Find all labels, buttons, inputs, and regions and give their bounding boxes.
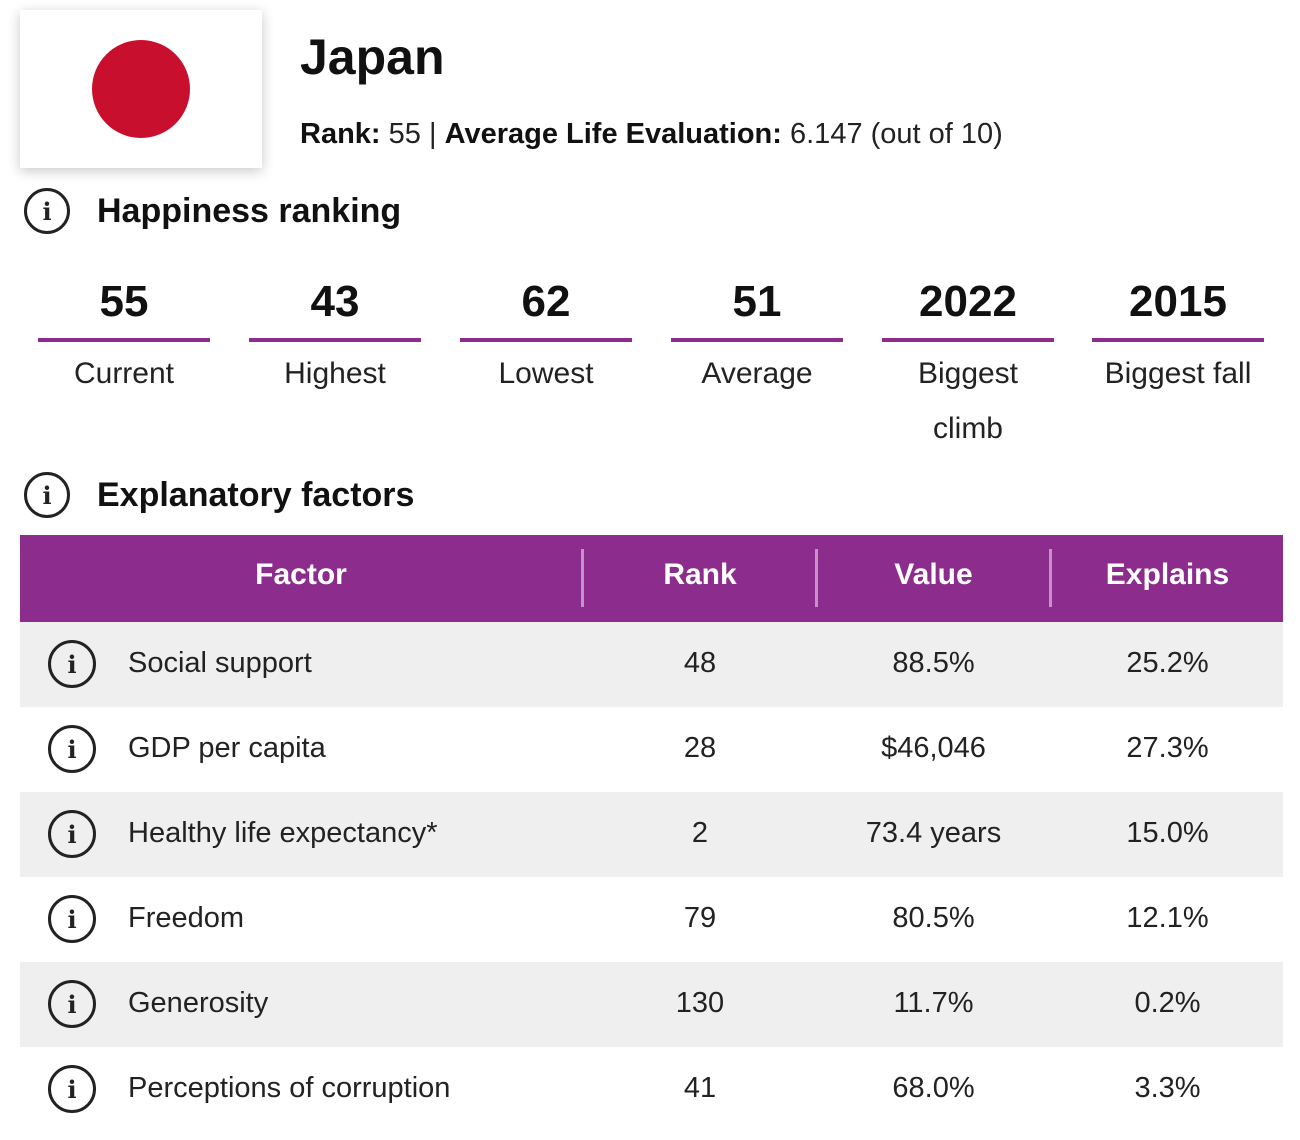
factor-rank: 79 [683, 902, 717, 934]
info-icon[interactable]: i [24, 188, 70, 234]
factor-value: 68.0% [892, 1072, 975, 1104]
factor-explains: 25.2% [1126, 647, 1209, 679]
info-icon[interactable]: i [24, 472, 70, 518]
explanatory-factors-header: i Explanatory factors [24, 472, 414, 518]
stat-lowest: 62 Lowest [460, 276, 632, 401]
column-header-rank: Rank [663, 558, 737, 591]
explanatory-factors-table: Factor Rank Value Explains i Social supp… [20, 535, 1283, 1132]
stat-divider [1092, 338, 1264, 342]
section-title-explanatory-factors: Explanatory factors [97, 475, 415, 514]
stat-biggest-climb: 2022 Biggest climb [882, 276, 1054, 456]
factor-explains: 27.3% [1126, 732, 1209, 764]
factor-rank: 28 [683, 732, 717, 764]
stat-value: 2015 [1129, 277, 1227, 326]
factor-value: $46,046 [881, 732, 986, 764]
column-header-explains: Explains [1105, 558, 1230, 591]
evaluation-label: Average Life Evaluation: [444, 118, 782, 150]
stat-label: Average [701, 357, 813, 390]
stat-label: Current [73, 357, 175, 390]
country-summary: Rank: 55 | Average Life Evaluation: 6.14… [300, 118, 1003, 151]
country-flag [20, 10, 262, 168]
section-title-happiness-ranking: Happiness ranking [97, 191, 402, 230]
stat-divider [460, 338, 632, 342]
factor-name: GDP per capita [128, 732, 326, 764]
factor-explains: 15.0% [1126, 817, 1209, 849]
table-row: i GDP per capita 28 $46,046 27.3% [20, 707, 1283, 792]
stat-value: 2022 [919, 277, 1017, 326]
stat-divider [882, 338, 1054, 342]
factor-name: Freedom [128, 902, 245, 934]
table-row: i Healthy life expectancy* 2 73.4 years … [20, 792, 1283, 877]
stat-value: 62 [521, 277, 571, 326]
info-icon[interactable]: i [48, 640, 96, 688]
stat-divider [671, 338, 843, 342]
factor-rank: 130 [675, 987, 725, 1019]
factor-name: Social support [128, 647, 312, 679]
factor-explains: 3.3% [1134, 1072, 1201, 1104]
column-divider [815, 549, 818, 607]
column-divider [581, 549, 584, 607]
stat-label: Highest [284, 357, 386, 390]
column-header-factor: Factor [255, 558, 347, 591]
stat-label: Biggest climb [917, 357, 1019, 445]
factor-rank: 41 [683, 1072, 717, 1104]
factor-name: Healthy life expectancy* [128, 817, 438, 849]
rank-label: Rank: [300, 118, 381, 150]
rank-value: 55 [388, 118, 421, 150]
evaluation-value: 6.147 [790, 118, 863, 150]
info-icon[interactable]: i [48, 725, 96, 773]
factor-explains: 12.1% [1126, 902, 1209, 934]
factor-value: 80.5% [892, 902, 975, 934]
column-header-value: Value [894, 558, 973, 591]
evaluation-scale: (out of 10) [870, 118, 1003, 150]
happiness-ranking-header: i Happiness ranking [24, 188, 401, 234]
column-divider [1049, 549, 1052, 607]
stat-highest: 43 Highest [249, 276, 421, 401]
factor-rank: 48 [683, 647, 717, 679]
flag-red-disc [92, 40, 190, 138]
stat-value: 51 [732, 277, 782, 326]
stat-label: Lowest [498, 357, 594, 390]
factor-rank: 2 [691, 817, 709, 849]
table-row: i Freedom 79 80.5% 12.1% [20, 877, 1283, 962]
table-row: i Social support 48 88.5% 25.2% [20, 622, 1283, 707]
stat-divider [38, 338, 210, 342]
stat-divider [249, 338, 421, 342]
table-row: i Generosity 130 11.7% 0.2% [20, 962, 1283, 1047]
table-row: i Perceptions of corruption 41 68.0% 3.3… [20, 1047, 1283, 1132]
happiness-ranking-stats: 55 Current 43 Highest 62 Lowest 51 Avera… [38, 276, 1266, 456]
info-icon[interactable]: i [48, 980, 96, 1028]
stat-current: 55 Current [38, 276, 210, 401]
factor-name: Perceptions of corruption [128, 1072, 451, 1104]
factor-name: Generosity [128, 987, 269, 1019]
summary-separator: | [428, 118, 437, 150]
stat-label: Biggest fall [1104, 357, 1252, 390]
info-icon[interactable]: i [48, 810, 96, 858]
factor-value: 88.5% [892, 647, 975, 679]
table-header: Factor Rank Value Explains [20, 535, 1283, 622]
stat-value: 43 [310, 277, 360, 326]
stat-average: 51 Average [671, 276, 843, 401]
stat-biggest-fall: 2015 Biggest fall [1092, 276, 1264, 401]
info-icon[interactable]: i [48, 895, 96, 943]
factor-value: 11.7% [893, 987, 974, 1019]
factor-value: 73.4 years [865, 817, 1002, 849]
country-name: Japan [300, 29, 445, 85]
stat-value: 55 [99, 277, 149, 326]
info-icon[interactable]: i [48, 1065, 96, 1113]
factor-explains: 0.2% [1134, 987, 1201, 1019]
